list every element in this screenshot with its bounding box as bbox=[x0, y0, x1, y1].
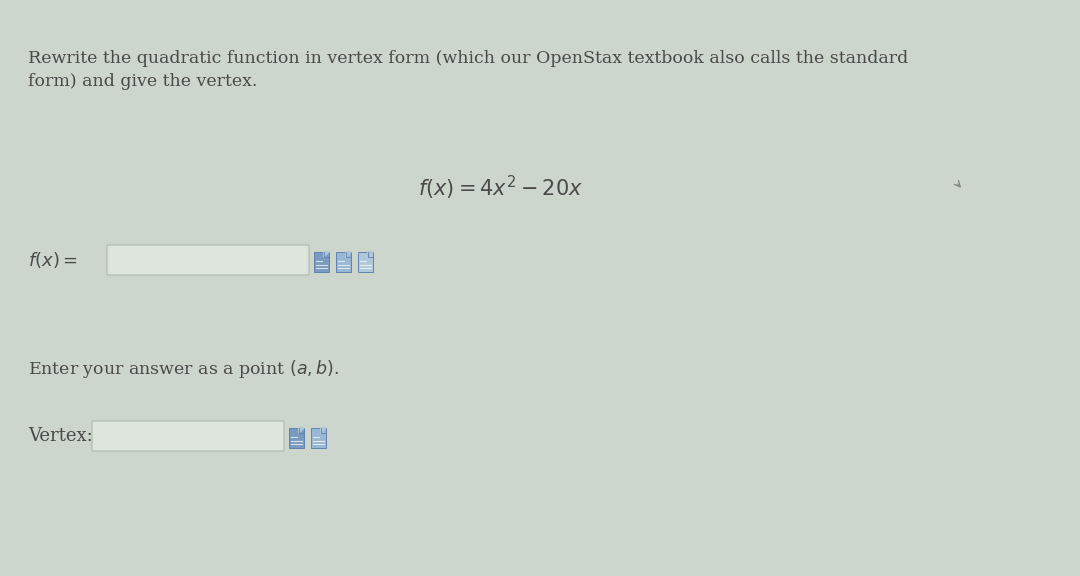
Text: Vertex:: Vertex: bbox=[28, 427, 93, 445]
Text: Rewrite the quadratic function in vertex form (which our OpenStax textbook also : Rewrite the quadratic function in vertex… bbox=[28, 50, 908, 67]
FancyBboxPatch shape bbox=[107, 245, 309, 275]
Polygon shape bbox=[368, 252, 373, 257]
FancyBboxPatch shape bbox=[314, 252, 329, 272]
Text: form) and give the vertex.: form) and give the vertex. bbox=[28, 73, 257, 90]
FancyBboxPatch shape bbox=[311, 428, 326, 448]
FancyBboxPatch shape bbox=[336, 252, 351, 272]
Text: Enter your answer as a point $(a, b)$.: Enter your answer as a point $(a, b)$. bbox=[28, 358, 339, 380]
Polygon shape bbox=[346, 252, 351, 257]
Polygon shape bbox=[321, 428, 326, 433]
Polygon shape bbox=[299, 428, 303, 433]
FancyBboxPatch shape bbox=[92, 421, 284, 451]
FancyBboxPatch shape bbox=[357, 252, 373, 272]
FancyBboxPatch shape bbox=[289, 428, 303, 448]
Text: $f(x) =$: $f(x) =$ bbox=[28, 250, 78, 270]
Text: $f(x) = 4x^{2} - 20x$: $f(x) = 4x^{2} - 20x$ bbox=[418, 174, 582, 202]
Polygon shape bbox=[324, 252, 329, 257]
